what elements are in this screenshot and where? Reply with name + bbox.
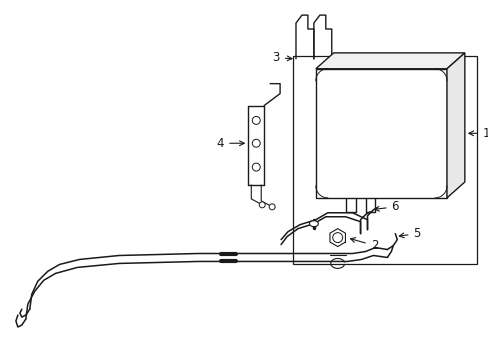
Bar bbox=[315, 69, 446, 198]
Polygon shape bbox=[315, 53, 464, 69]
Circle shape bbox=[332, 233, 342, 243]
Polygon shape bbox=[446, 53, 464, 198]
Text: 1: 1 bbox=[468, 127, 488, 140]
Polygon shape bbox=[329, 229, 345, 247]
Text: 4: 4 bbox=[216, 137, 244, 150]
Circle shape bbox=[259, 202, 264, 208]
Bar bbox=[292, 56, 476, 265]
Ellipse shape bbox=[309, 221, 318, 227]
Circle shape bbox=[268, 204, 275, 210]
Circle shape bbox=[252, 116, 260, 124]
Text: 3: 3 bbox=[272, 51, 291, 64]
Text: 5: 5 bbox=[399, 227, 420, 240]
Text: 2: 2 bbox=[350, 238, 377, 252]
Circle shape bbox=[252, 139, 260, 147]
Circle shape bbox=[252, 163, 260, 171]
Text: 6: 6 bbox=[374, 200, 398, 213]
